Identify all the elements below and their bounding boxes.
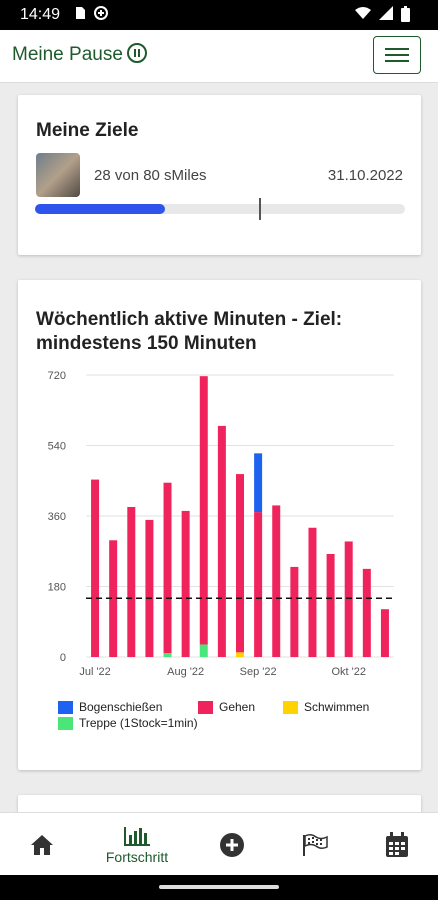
bar-segment[interactable]: [181, 510, 190, 657]
chart-card: Wöchentlich aktive Minuten - Ziel: minde…: [18, 280, 421, 770]
status-time: 14:49: [20, 6, 61, 23]
legend-item-schwimmen[interactable]: Schwimmen: [283, 700, 369, 714]
bar-segment[interactable]: [199, 644, 208, 657]
bar-segment[interactable]: [109, 540, 118, 657]
nav-calendar-button[interactable]: [382, 813, 412, 876]
menu-button[interactable]: [373, 36, 421, 74]
bar-segment[interactable]: [163, 482, 172, 654]
nav-progress-label: Fortschritt: [105, 848, 169, 865]
home-indicator[interactable]: [159, 885, 279, 889]
calendar-icon: [386, 831, 408, 857]
bar-segment[interactable]: [326, 553, 335, 657]
game-icon: [94, 6, 108, 20]
bar-segment[interactable]: [344, 541, 353, 657]
goal-progress-marker: [258, 198, 261, 220]
bar-segment[interactable]: [127, 506, 136, 657]
bar-segment[interactable]: [145, 519, 154, 657]
plus-circle-icon: [220, 832, 244, 857]
nav-progress-button[interactable]: Fortschritt: [97, 813, 177, 876]
nav-goals-button[interactable]: [299, 813, 331, 876]
bar-segment[interactable]: [163, 653, 172, 657]
sim-icon: [74, 6, 88, 20]
bar-segment[interactable]: [236, 652, 244, 657]
goal-progress-fill: [35, 204, 165, 214]
legend-item-gehen[interactable]: Gehen: [198, 700, 255, 714]
bottom-nav: Fortschritt: [0, 812, 438, 876]
nav-add-button[interactable]: [217, 813, 247, 876]
y-tick-label: 540: [48, 441, 66, 453]
y-tick-label: 180: [48, 582, 66, 594]
next-card: [18, 795, 421, 815]
bar-segment[interactable]: [362, 568, 371, 657]
goal-progress-bar: [35, 198, 405, 220]
bar-segment[interactable]: [254, 453, 263, 513]
status-bar: 14:49: [0, 0, 438, 30]
bar-segment[interactable]: [380, 609, 389, 657]
bar-segment[interactable]: [91, 479, 100, 657]
wifi-icon: [355, 6, 371, 27]
nav-home-button[interactable]: [22, 813, 62, 876]
signal-icon: [379, 6, 393, 27]
goal-progress-text: 28 von 80 sMiles: [94, 167, 207, 184]
weekly-minutes-chart: 0 180 360 540 720 Jul '22 Aug '22 Sep '22 Okt '2…: [48, 370, 394, 678]
flag-icon: [303, 833, 328, 856]
y-tick-label: 720: [48, 370, 66, 382]
gesture-bar: [0, 875, 438, 900]
avatar: [36, 153, 80, 197]
bar-segment[interactable]: [272, 505, 281, 657]
legend-item-bogenschiessen[interactable]: Bogenschießen: [58, 700, 162, 714]
bar-segment[interactable]: [236, 474, 244, 653]
x-tick-label: Aug '22: [167, 666, 204, 678]
home-icon: [31, 834, 53, 855]
bar-chart-icon: [124, 826, 150, 846]
x-tick-label: Sep '22: [240, 666, 277, 678]
bar-segment[interactable]: [199, 376, 208, 645]
legend-item-treppe[interactable]: Treppe (1Stock=1min): [58, 716, 198, 730]
chart-title: Wöchentlich aktive Minuten - Ziel: minde…: [36, 309, 343, 354]
hamburger-icon: [385, 48, 409, 50]
x-tick-label: Okt '22: [331, 666, 366, 678]
y-tick-label: 360: [48, 511, 66, 523]
bar-segment[interactable]: [254, 512, 263, 657]
goals-title: Meine Ziele: [36, 120, 139, 141]
app-title[interactable]: Meine Pause: [12, 44, 123, 65]
bar-segment[interactable]: [217, 425, 226, 657]
bar-segment[interactable]: [308, 527, 317, 657]
app-bar: Meine Pause: [0, 30, 438, 83]
battery-icon: [401, 6, 410, 27]
goals-card[interactable]: Meine Ziele 28 von 80 sMiles 31.10.2022: [18, 95, 421, 255]
bar-segment[interactable]: [290, 566, 299, 657]
y-tick-label: 0: [60, 652, 66, 664]
goal-date: 31.10.2022: [327, 167, 403, 184]
pause-icon[interactable]: [127, 43, 147, 63]
x-tick-label: Jul '22: [79, 666, 110, 678]
